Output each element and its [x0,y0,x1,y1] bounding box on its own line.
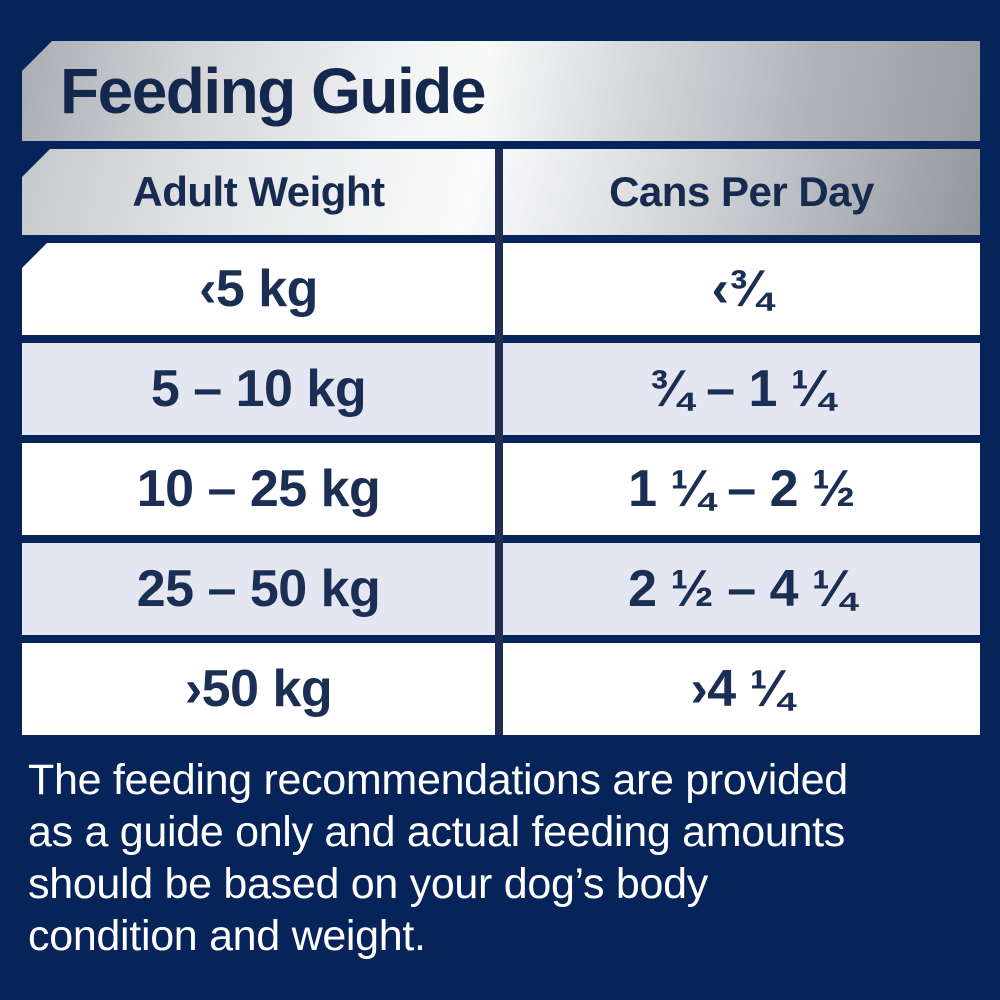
cans-cell: 2 ½ – 4 ¼ [628,560,855,618]
cans-cell: ‹¾ [711,260,772,318]
column-header-cans-per-day: Cans Per Day [609,168,874,215]
cans-cell: 1 ¼ – 2 ½ [628,460,855,518]
footer-line: condition and weight. [28,912,426,960]
footer-line: should be based on your dog’s body [28,860,708,908]
page-title: Feeding Guide [60,55,486,127]
footer-line: as a guide only and actual feeding amoun… [28,808,845,856]
column-header-adult-weight: Adult Weight [132,168,385,215]
weight-cell: 5 – 10 kg [150,360,367,418]
cans-cell: ¾ – 1 ¼ [649,360,834,418]
column-divider [495,149,503,735]
cans-cell: ›4 ¼ [690,660,793,718]
weight-cell: 25 – 50 kg [136,560,381,618]
weight-cell: ‹5 kg [199,260,318,318]
footer-note: The feeding recommendations are provided… [28,754,983,962]
weight-cell: 10 – 25 kg [136,460,381,518]
footer-line: The feeding recommendations are provided [28,756,848,804]
weight-cell: ›50 kg [184,660,333,718]
title-banner: Feeding Guide [22,41,980,141]
